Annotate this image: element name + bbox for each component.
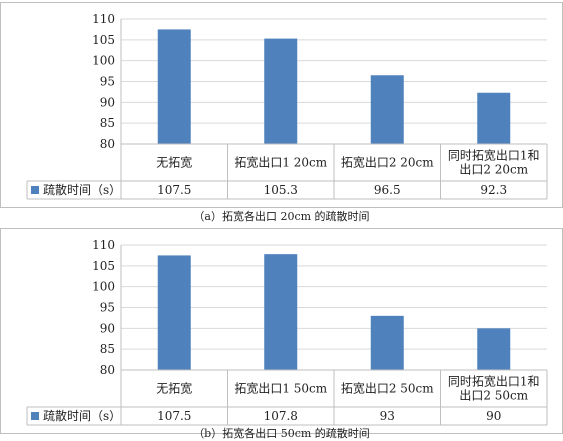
caption-a: （a）拓宽各出口 20cm 的疏散时间 [193, 210, 370, 223]
y-tick-label: 100 [92, 54, 115, 68]
caption-b: （b）拓宽各出口 50cm 的疏散时间 [193, 427, 370, 440]
y-tick-label: 110 [92, 238, 115, 252]
y-tick-label: 110 [92, 12, 115, 26]
y-tick-label: 105 [92, 259, 115, 273]
category-label: 出口2 20cm [459, 163, 528, 177]
bar [157, 29, 191, 145]
category-label: 同时拓宽出口1和 [448, 148, 540, 163]
chart-b: 80 85 90 95 100 105 110 无拓宽 拓宽出口1 50cm 拓宽出口2 50cm… [26, 238, 548, 426]
category-label: 出口2 50cm [459, 389, 528, 403]
legend-swatch [31, 186, 39, 194]
bar [370, 315, 404, 370]
chart-panel-b: 80 85 90 95 100 105 110 无拓宽 拓宽出口1 50cm 拓宽出口2 50cm… [0, 228, 563, 434]
bar [370, 75, 404, 144]
y-tick-label: 85 [100, 342, 115, 356]
y-tick-label: 105 [92, 33, 115, 47]
category-label: 无拓宽 [156, 155, 192, 170]
bar [477, 92, 511, 144]
y-tick-label: 90 [100, 321, 115, 335]
y-tick-label: 95 [100, 75, 115, 89]
chart-panel-a: 80 85 90 95 100 105 110 无拓宽 拓宽出口1 20cm 拓宽出口2 20cm… [0, 2, 563, 208]
series-name: 疏散时间（s） [43, 182, 121, 197]
y-tick-label: 85 [100, 116, 115, 130]
bar [264, 38, 298, 145]
bar [157, 255, 191, 370]
category-label: 无拓宽 [156, 381, 192, 396]
y-tick-label: 90 [100, 95, 115, 109]
category-label: 拓宽出口2 50cm [341, 381, 434, 396]
bar [477, 328, 511, 370]
data-label: 107.5 [157, 409, 191, 423]
y-tick-label: 80 [100, 137, 115, 151]
bar [264, 254, 298, 370]
data-label: 107.8 [264, 409, 298, 423]
series-name: 疏散时间（s） [43, 408, 121, 423]
chart-a: 80 85 90 95 100 105 110 无拓宽 拓宽出口1 20cm 拓宽出口2 20cm… [26, 12, 548, 200]
y-tick-label: 100 [92, 280, 115, 294]
y-tick-label: 80 [100, 363, 115, 377]
category-label: 拓宽出口1 50cm [234, 381, 327, 396]
data-label: 92.3 [480, 183, 507, 197]
category-label: 拓宽出口2 20cm [341, 155, 434, 170]
category-label: 同时拓宽出口1和 [448, 374, 540, 389]
data-label: 105.3 [264, 183, 298, 197]
data-label: 107.5 [157, 183, 191, 197]
data-label: 90 [486, 409, 501, 423]
data-label: 93 [380, 409, 395, 423]
category-label: 拓宽出口1 20cm [234, 155, 327, 170]
data-label: 96.5 [374, 183, 401, 197]
legend-swatch [31, 412, 39, 420]
y-tick-label: 95 [100, 301, 115, 315]
